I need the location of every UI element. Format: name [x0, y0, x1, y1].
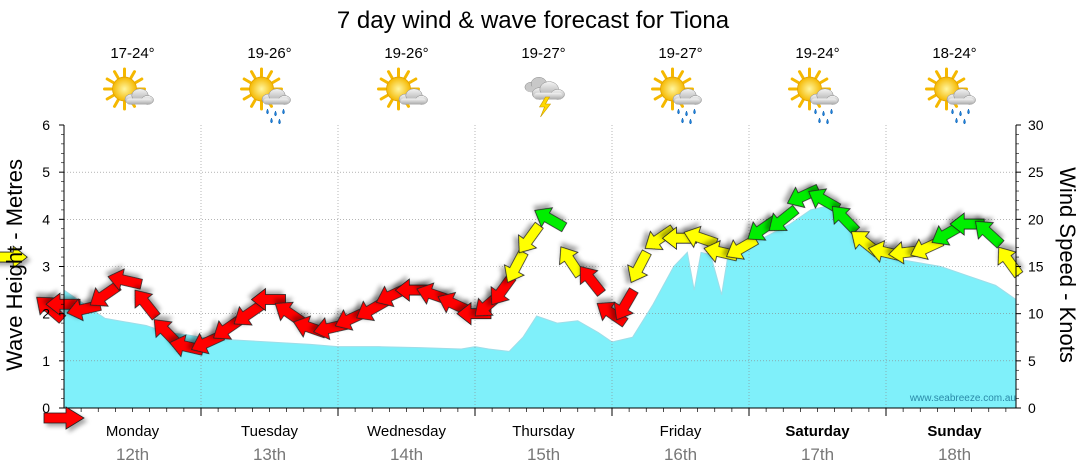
now-arrow	[43, 406, 85, 430]
y-left-tick-label: 3	[42, 259, 50, 275]
wind-arrow	[644, 224, 677, 250]
weather-row: 17-24° 19-26° 19-26° 19-27° 19-27° 19-24° 18-2…	[103, 45, 977, 125]
weather-sun-showers-icon	[651, 67, 702, 125]
wind-arrow	[503, 249, 529, 283]
date-label: 14th	[390, 445, 423, 464]
wind-arrow	[831, 205, 861, 235]
chart-title: 7 day wind & wave forecast for Tiona	[337, 7, 730, 34]
grid-lines	[64, 125, 1016, 408]
day-label: Friday	[660, 423, 702, 440]
wind-arrow	[975, 220, 1005, 249]
y-axis-right-ticks: 0 5 10 15 20 25 30	[1016, 117, 1044, 416]
y-left-tick-label: 4	[42, 211, 50, 227]
x-axis-day-labels: Monday 12th Tuesday 13th Wednesday 14th Thursd…	[106, 423, 982, 464]
day-label: Monday	[106, 423, 160, 440]
current-time-arrow-icon	[43, 406, 85, 430]
day-label: Sunday	[927, 423, 982, 440]
y-left-tick-label: 5	[42, 164, 50, 180]
y-right-tick-label: 15	[1028, 259, 1044, 275]
weather-partly-cloudy-icon	[377, 67, 428, 111]
date-label: 13th	[253, 445, 286, 464]
day-label: Tuesday	[241, 423, 298, 440]
day-label: Saturday	[785, 423, 850, 440]
wind-arrow	[949, 212, 985, 236]
watermark: www.seabreeze.com.au	[909, 393, 1016, 404]
date-label: 15th	[527, 445, 560, 464]
temperature-range: 19-27°	[521, 45, 565, 62]
date-label: 18th	[938, 445, 971, 464]
y-right-tick-label: 0	[1028, 400, 1036, 416]
wave-height-area	[63, 204, 1017, 409]
wind-arrows	[0, 184, 1024, 358]
wind-arrow	[613, 287, 639, 321]
wind-arrow	[786, 184, 821, 208]
wind-arrow	[394, 278, 430, 302]
y-right-tick-label: 10	[1028, 306, 1044, 322]
wind-arrow	[518, 221, 544, 254]
wind-arrow	[768, 204, 800, 232]
day-label: Thursday	[512, 423, 575, 440]
temperature-range: 18-24°	[932, 45, 976, 62]
wind-arrow	[0, 245, 28, 269]
temperature-range: 19-26°	[384, 45, 428, 62]
day-label: Wednesday	[367, 423, 446, 440]
weather-sun-showers-icon	[240, 67, 291, 125]
weather-partly-cloudy-icon	[103, 67, 154, 111]
weather-sun-showers-icon	[925, 67, 976, 125]
y-left-tick-label: 6	[42, 117, 50, 133]
y-right-tick-label: 30	[1028, 117, 1044, 133]
weather-sun-showers-icon	[788, 67, 839, 125]
y-axis-left-ticks: 0 1 2 3 4 5 6	[42, 117, 64, 416]
wind-arrow	[250, 287, 286, 312]
y-right-tick-label: 25	[1028, 164, 1044, 180]
y-axis-right-label: Wind Speed - Knots	[1055, 167, 1080, 363]
wind-arrow	[107, 268, 143, 292]
temperature-range: 19-26°	[247, 45, 291, 62]
wind-arrow	[134, 289, 161, 321]
y-right-tick-label: 5	[1028, 353, 1036, 369]
date-label: 17th	[801, 445, 834, 464]
y-left-tick-label: 0	[42, 400, 50, 416]
y-left-tick-label: 1	[42, 353, 50, 369]
plot-area	[0, 125, 1024, 409]
date-label: 12th	[116, 445, 149, 464]
temperature-range: 19-27°	[658, 45, 702, 62]
date-label: 16th	[664, 445, 697, 464]
wind-arrow	[683, 225, 719, 249]
temperature-range: 19-24°	[795, 45, 839, 62]
y-right-tick-label: 20	[1028, 211, 1044, 227]
wind-arrow	[89, 281, 122, 307]
wind-arrow	[997, 246, 1024, 279]
wind-arrow	[534, 207, 568, 233]
wind-arrow	[579, 266, 606, 297]
weather-thunderstorm-icon	[524, 77, 565, 118]
y-axis-left-label: Wave Height - Metres	[2, 159, 27, 371]
y-left-tick-label: 2	[42, 306, 50, 322]
temperature-range: 17-24°	[110, 45, 154, 62]
wind-arrow	[627, 249, 652, 284]
